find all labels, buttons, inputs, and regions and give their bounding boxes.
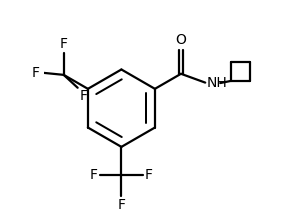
Text: F: F (117, 199, 125, 212)
Text: F: F (32, 66, 40, 80)
Text: F: F (60, 37, 68, 51)
Text: F: F (90, 168, 98, 182)
Text: NH: NH (206, 76, 227, 90)
Text: F: F (145, 168, 153, 182)
Text: O: O (175, 33, 186, 47)
Text: F: F (79, 89, 87, 103)
